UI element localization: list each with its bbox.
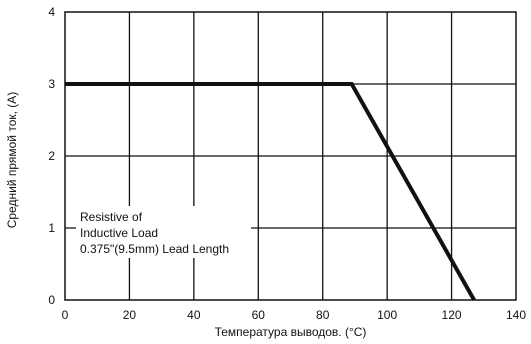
x-tick-label: 140: [506, 308, 526, 322]
y-tick-label: 0: [48, 293, 55, 307]
series: [65, 82, 476, 301]
y-axis-label: Средний прямой ток, (A): [5, 92, 19, 229]
x-tick-label: 60: [252, 308, 266, 322]
y-tick-label: 1: [48, 221, 55, 235]
x-tick-label: 20: [123, 308, 137, 322]
annotation-text: Resistive of Inductive Load 0.375"(9.5mm…: [80, 210, 229, 256]
x-tick-label: 120: [442, 308, 462, 322]
annotation-line-1: Resistive of: [80, 210, 143, 224]
y-tick-label: 2: [48, 149, 55, 163]
tick-labels: 0 20 40 60 80 100 120 140 0 1 2 3 4: [48, 5, 526, 322]
x-tick-label: 0: [62, 308, 69, 322]
y-tick-label: 4: [48, 5, 55, 19]
y-tick-label: 3: [48, 77, 55, 91]
annotation-box: [76, 206, 251, 258]
x-tick-label: 100: [377, 308, 397, 322]
x-tick-label: 80: [316, 308, 330, 322]
annotation-line-2: Inductive Load: [80, 226, 158, 240]
series-line: [65, 82, 476, 301]
annotation-line-3: 0.375"(9.5mm) Lead Length: [80, 242, 229, 256]
x-tick-label: 40: [187, 308, 201, 322]
x-axis-label: Температура выводов. (°C): [215, 325, 367, 339]
plot-frame: [64, 11, 517, 301]
